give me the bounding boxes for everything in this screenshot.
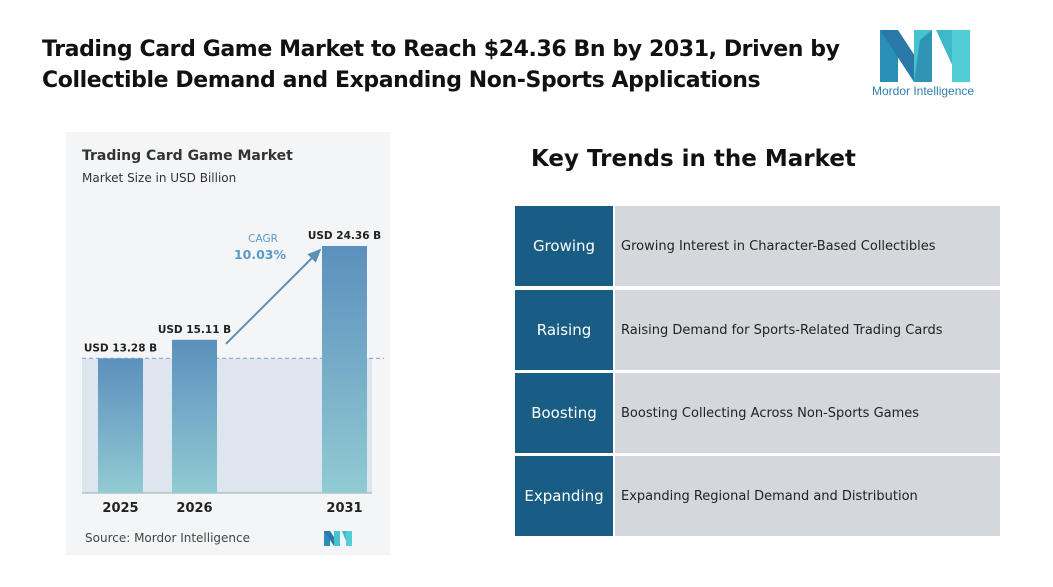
chart-title: Trading Card Game Market — [82, 148, 293, 164]
trend-row-growing: Growing Growing Interest in Character-Ba… — [515, 206, 1000, 286]
trend-key: Boosting — [515, 373, 613, 453]
trend-description: Boosting Collecting Across Non-Sports Ga… — [615, 373, 1000, 453]
bar-2026 — [172, 339, 217, 493]
cagr-arrow — [225, 248, 322, 345]
trend-description: Expanding Regional Demand and Distributi… — [615, 456, 1000, 536]
chart-source: Source: Mordor Intelligence — [85, 531, 251, 545]
cagr-label: CAGR — [248, 233, 278, 245]
trend-key: Growing — [515, 206, 613, 286]
headline: Trading Card Game Market to Reach $24.36… — [42, 37, 840, 93]
trend-row-expanding: Expanding Expanding Regional Demand and … — [515, 456, 1000, 536]
trend-description: Raising Demand for Sports-Related Tradin… — [615, 290, 1000, 370]
mordor-logo-icon — [880, 30, 970, 82]
trend-key: Expanding — [515, 456, 613, 536]
trend-description: Growing Interest in Character-Based Coll… — [615, 206, 1000, 286]
chart-subtitle: Market Size in USD Billion — [82, 171, 237, 185]
bar-value-label: USD 13.28 B — [84, 342, 157, 354]
bar-2025 — [98, 358, 143, 493]
bar-2031 — [322, 246, 367, 493]
bar-value-label: USD 24.36 B — [308, 230, 381, 242]
logo-text: Mordor Intelligence — [872, 84, 975, 98]
trend-row-boosting: Boosting Boosting Collecting Across Non-… — [515, 373, 1000, 453]
trends-title: Key Trends in the Market — [531, 146, 856, 172]
chart-card: Trading Card Game Market Market Size in … — [66, 132, 390, 555]
trend-key: Raising — [515, 290, 613, 370]
mordor-intelligence-logo: Mordor Intelligence — [872, 30, 986, 102]
mordor-mini-logo-icon — [324, 531, 352, 546]
x-tick-label: 2026 — [176, 501, 212, 516]
x-tick-label: 2025 — [102, 501, 138, 516]
trend-row-raising: Raising Raising Demand for Sports-Relate… — [515, 290, 1000, 370]
bar-value-label: USD 15.11 B — [158, 324, 231, 336]
bar-chart: USD 13.28 B 2025 USD 15.11 B 2026 USD 24.36 … — [82, 230, 384, 516]
cagr-value: 10.03% — [234, 247, 287, 262]
x-tick-label: 2031 — [326, 501, 362, 516]
